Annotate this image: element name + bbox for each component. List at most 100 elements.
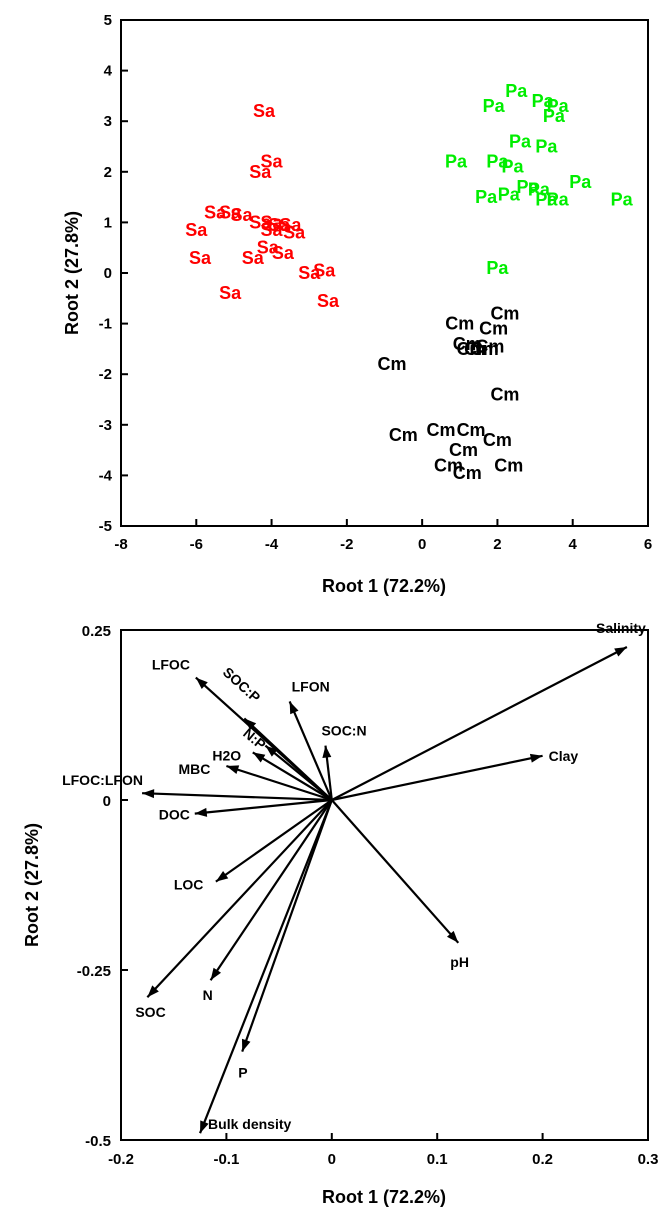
biplot-y-tick-label: 0 <box>103 793 111 810</box>
vector-arrowhead <box>194 807 208 817</box>
biplot-y-axis-label: Root 2 (27.8%) <box>22 823 42 947</box>
scatter-point-pa: Pa <box>486 152 509 172</box>
scatter-x-tick-label: -2 <box>340 536 353 553</box>
vector-h2o: H2O <box>212 747 333 801</box>
scatter-point-cm: Cm <box>464 339 493 359</box>
vector-shaft <box>330 799 460 944</box>
vector-bulk-density: Bulk density <box>199 799 333 1134</box>
scatter-point-sa: Sa <box>283 223 306 243</box>
vector-arrowhead <box>244 718 257 730</box>
scatter-point-cm: Cm <box>490 303 519 323</box>
biplot-panel: -0.2 -0.1 0 0.1 0.2 0.3 0.25 0 -0.25 -0.5 Salinit… <box>22 620 658 1207</box>
scatter-y-tick-label: 3 <box>104 113 112 130</box>
vector-shaft <box>252 751 333 801</box>
biplot-x-axis-label: Root 1 (72.2%) <box>322 1187 446 1207</box>
scatter-plot-frame <box>120 19 649 527</box>
scatter-point-cm: Cm <box>457 420 486 440</box>
scatter-x-tick-label: -6 <box>190 536 203 553</box>
scatter-point-cm: Cm <box>453 463 482 483</box>
vector-label: Clay <box>549 748 579 764</box>
biplot-x-tick-label: -0.2 <box>108 1151 134 1168</box>
scatter-x-tick-label: -4 <box>265 536 279 553</box>
scatter-point-pa: Pa <box>498 185 521 205</box>
vector-label: Salinity <box>596 620 646 636</box>
vector-shaft <box>226 764 333 802</box>
scatter-point-sa: Sa <box>185 220 208 240</box>
vector-salinity: Salinity <box>331 620 646 801</box>
scatter-point-cm: Cm <box>490 384 519 404</box>
vector-shaft <box>264 744 333 801</box>
scatter-point-sa: Sa <box>268 215 291 235</box>
biplot-x-tick-label: -0.1 <box>213 1151 239 1168</box>
scatter-point-cm: Cm <box>378 354 407 374</box>
scatter-point-sa: Sa <box>230 205 253 225</box>
scatter-y-tick-label: -3 <box>99 417 112 434</box>
scatter-point-cm: Cm <box>470 339 499 359</box>
vector-arrowhead <box>215 871 229 882</box>
scatter-point-pa: Pa <box>445 152 468 172</box>
biplot-x-tick-label: 0 <box>328 1151 336 1168</box>
vector-label: LFOC:LFON <box>62 772 143 788</box>
scatter-point-cm: Cm <box>483 430 512 450</box>
scatter-x-tick-label: -8 <box>114 536 127 553</box>
vector-label: N:P <box>240 725 269 753</box>
scatter-x-tick-label: 0 <box>418 536 426 553</box>
vector-shaft <box>331 646 628 801</box>
scatter-point-pa: Pa <box>517 177 540 197</box>
scatter-point-pa: Pa <box>535 190 558 210</box>
scatter-point-pa: Pa <box>505 81 528 101</box>
biplot-x-tick-label: 0.3 <box>638 1151 659 1168</box>
scatter-point-sa: Sa <box>219 202 242 222</box>
scatter-point-sa: Sa <box>261 152 284 172</box>
vector-label: DOC <box>159 807 190 823</box>
vector-mbc: MBC <box>178 761 333 802</box>
vector-arrowhead <box>195 677 208 689</box>
vector-label: SOC <box>135 1004 165 1020</box>
vector-label: LOC <box>174 877 204 893</box>
vector-label: SOC:P <box>220 664 264 706</box>
vector-label: LFON <box>292 678 330 694</box>
vector-arrowhead <box>446 930 459 943</box>
scatter-point-sa: Sa <box>261 220 284 240</box>
vector-shaft <box>209 799 333 981</box>
scatter-point-pa: Pa <box>475 187 498 207</box>
vector-lfon: LFON <box>288 678 333 801</box>
vector-label: H2O <box>212 747 241 763</box>
scatter-point-sa: Sa <box>298 263 321 283</box>
vector-label: MBC <box>178 761 210 777</box>
vector-shaft <box>331 754 543 802</box>
biplot-x-tick-label: 0.1 <box>427 1151 448 1168</box>
scatter-point-pa: Pa <box>483 96 506 116</box>
biplot-x-tick-label: 0.2 <box>532 1151 553 1168</box>
scatter-y-tick-label: -5 <box>99 518 112 535</box>
scatter-y-axis-label: Root 2 (27.8%) <box>62 211 82 335</box>
scatter-point-cm: Cm <box>434 455 463 475</box>
vector-shaft <box>241 799 333 1052</box>
vector-arrowhead <box>142 789 155 799</box>
scatter-point-cm: Cm <box>457 339 486 359</box>
scatter-point-sa: Sa <box>317 291 340 311</box>
scatter-point-cm: Cm <box>453 334 482 354</box>
scatter-point-sa: Sa <box>261 212 284 232</box>
scatter-y-tick-label: -2 <box>99 366 112 383</box>
scatter-y-tick-label: 2 <box>104 164 112 181</box>
scatter-y-tick-label: 1 <box>104 214 112 231</box>
scatter-x-axis-label: Root 1 (72.2%) <box>322 576 446 596</box>
vector-soc-n: SOC:N <box>321 723 367 801</box>
biplot-y-tick-label: -0.25 <box>77 963 111 980</box>
vector-soc: SOC <box>135 799 333 1020</box>
vector-arrowhead <box>252 752 266 763</box>
biplot-frame <box>120 629 649 1141</box>
vector-shaft <box>146 799 333 998</box>
biplot-y-tick-label: 0.25 <box>82 623 111 640</box>
scatter-point-pa: Pa <box>611 190 634 210</box>
scatter-x-tick-label: 2 <box>493 536 501 553</box>
scatter-point-pa: Pa <box>535 137 558 157</box>
vector-arrowhead <box>265 745 278 757</box>
vector-label: SOC:N <box>321 723 366 739</box>
scatter-point-pa: Pa <box>547 190 570 210</box>
scatter-point-sa: Sa <box>253 101 276 121</box>
vector-n: N <box>203 799 333 1003</box>
vector-arrowhead <box>200 1120 209 1134</box>
